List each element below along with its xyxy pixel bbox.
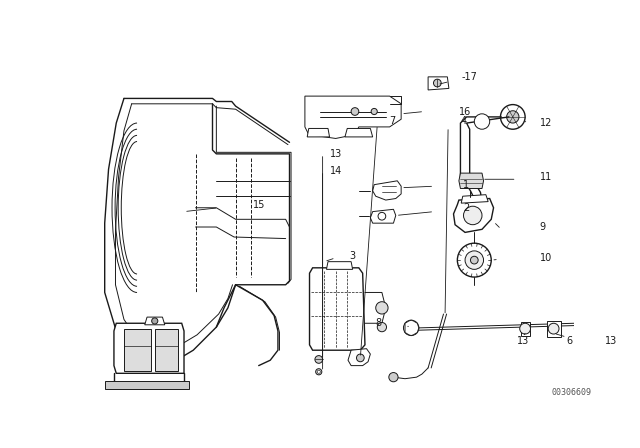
Text: 8: 8	[376, 318, 382, 328]
Text: 1: 1	[463, 180, 469, 190]
Polygon shape	[326, 262, 353, 269]
Circle shape	[433, 79, 441, 87]
Text: -17: -17	[462, 72, 478, 82]
Polygon shape	[345, 129, 372, 137]
Circle shape	[520, 323, 531, 334]
Circle shape	[317, 370, 320, 373]
Polygon shape	[305, 96, 401, 138]
Circle shape	[407, 324, 415, 332]
Circle shape	[356, 354, 364, 362]
Text: 14: 14	[330, 166, 342, 176]
Polygon shape	[105, 381, 189, 389]
Polygon shape	[310, 268, 365, 350]
Text: 3: 3	[349, 251, 356, 261]
Circle shape	[470, 256, 478, 264]
Circle shape	[474, 114, 490, 129]
Polygon shape	[547, 321, 561, 337]
Polygon shape	[459, 173, 484, 189]
Circle shape	[376, 302, 388, 314]
Polygon shape	[371, 209, 396, 223]
Text: 15: 15	[253, 200, 265, 211]
Circle shape	[458, 243, 492, 277]
Polygon shape	[454, 198, 493, 233]
Circle shape	[389, 373, 398, 382]
Polygon shape	[145, 317, 164, 325]
Text: 6: 6	[566, 336, 573, 346]
Polygon shape	[461, 195, 488, 203]
Polygon shape	[575, 321, 586, 336]
Circle shape	[403, 320, 419, 336]
Polygon shape	[114, 323, 184, 373]
Polygon shape	[348, 349, 371, 366]
Text: 13: 13	[516, 336, 529, 346]
Circle shape	[500, 104, 525, 129]
Polygon shape	[405, 320, 419, 336]
Text: 2: 2	[463, 203, 469, 213]
Circle shape	[575, 323, 585, 334]
Text: 4: 4	[460, 116, 467, 126]
Text: 13: 13	[605, 336, 618, 346]
Polygon shape	[124, 329, 151, 371]
Polygon shape	[520, 322, 530, 336]
Polygon shape	[155, 329, 178, 371]
Circle shape	[152, 318, 158, 324]
Circle shape	[371, 108, 378, 115]
Text: 12: 12	[540, 118, 552, 128]
Polygon shape	[307, 129, 330, 137]
Circle shape	[378, 323, 387, 332]
Text: 13: 13	[330, 149, 342, 159]
Text: 00306609: 00306609	[551, 388, 591, 397]
Polygon shape	[428, 77, 449, 90]
Text: 11: 11	[540, 172, 552, 182]
Circle shape	[548, 323, 559, 334]
Circle shape	[351, 108, 359, 116]
Text: 16: 16	[459, 107, 471, 116]
Circle shape	[463, 206, 482, 225]
Text: 9: 9	[540, 222, 546, 232]
Text: 7: 7	[390, 116, 396, 126]
Circle shape	[316, 369, 322, 375]
Text: 10: 10	[540, 253, 552, 263]
Circle shape	[315, 356, 323, 363]
Circle shape	[465, 251, 484, 269]
Polygon shape	[372, 181, 401, 200]
Circle shape	[507, 111, 519, 123]
